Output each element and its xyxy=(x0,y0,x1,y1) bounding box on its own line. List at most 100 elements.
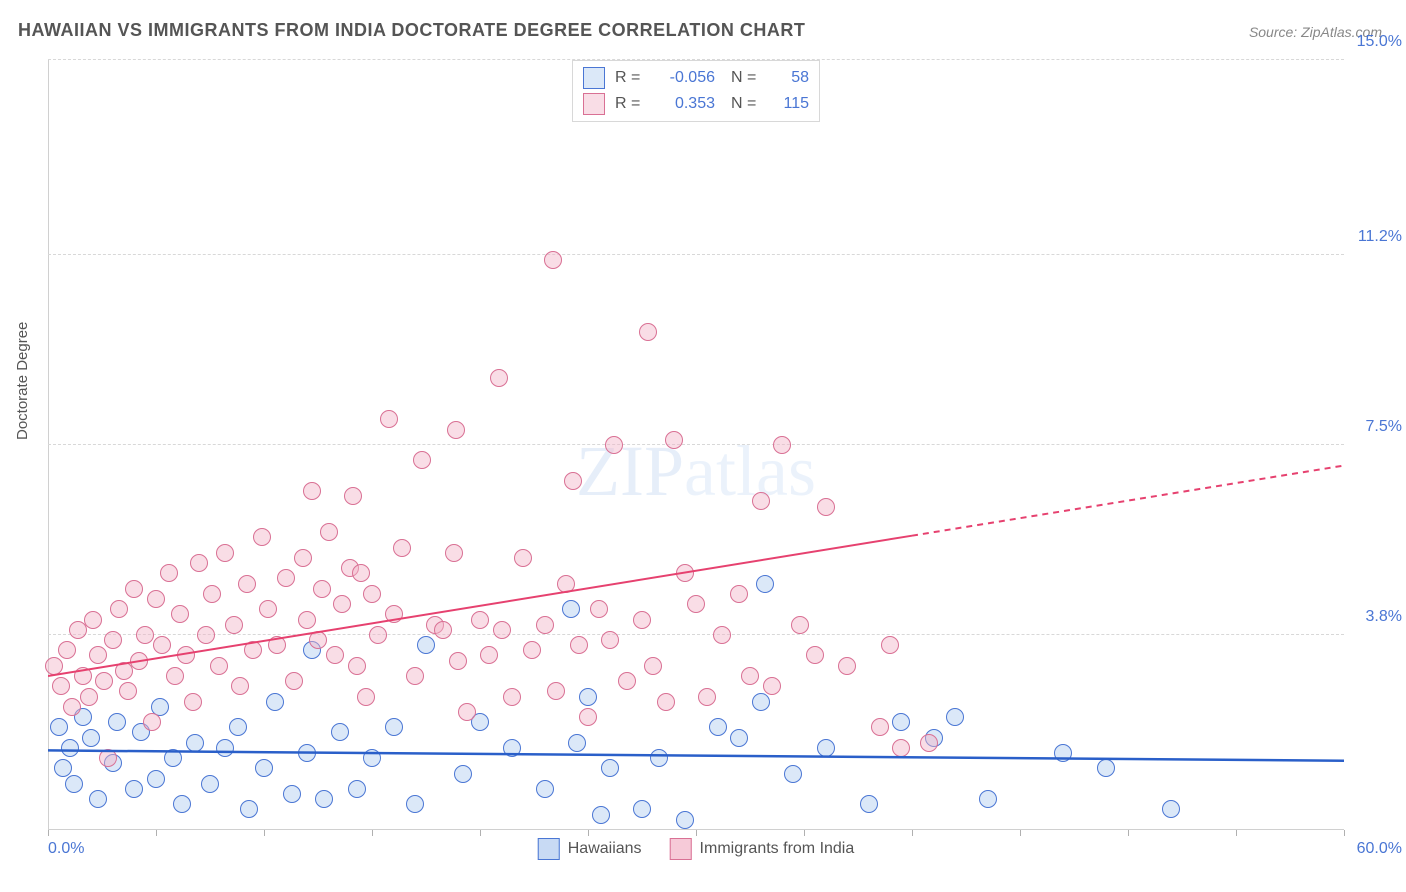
scatter-point xyxy=(216,739,234,757)
scatter-point xyxy=(277,569,295,587)
scatter-point xyxy=(601,631,619,649)
scatter-point xyxy=(298,744,316,762)
scatter-point xyxy=(579,708,597,726)
scatter-point xyxy=(592,806,610,824)
scatter-point xyxy=(331,723,349,741)
scatter-point xyxy=(406,795,424,813)
scatter-point xyxy=(650,749,668,767)
scatter-point xyxy=(393,539,411,557)
scatter-point xyxy=(536,616,554,634)
scatter-point xyxy=(320,523,338,541)
scatter-point xyxy=(125,780,143,798)
legend-r-label: R = xyxy=(615,95,643,113)
scatter-point xyxy=(773,436,791,454)
x-tick xyxy=(48,830,49,836)
x-tick xyxy=(588,830,589,836)
scatter-point xyxy=(784,765,802,783)
scatter-point xyxy=(892,713,910,731)
scatter-point xyxy=(266,693,284,711)
scatter-point xyxy=(676,811,694,829)
scatter-point xyxy=(65,775,83,793)
scatter-point xyxy=(454,765,472,783)
scatter-point xyxy=(633,611,651,629)
scatter-point xyxy=(380,410,398,428)
scatter-point xyxy=(920,734,938,752)
legend-swatch xyxy=(583,93,605,115)
scatter-point xyxy=(313,580,331,598)
chart-title: HAWAIIAN VS IMMIGRANTS FROM INDIA DOCTOR… xyxy=(18,20,805,41)
scatter-point xyxy=(871,718,889,736)
scatter-point xyxy=(283,785,301,803)
legend-n-value: 58 xyxy=(769,69,809,87)
scatter-point xyxy=(881,636,899,654)
legend-row: R =-0.056N =58 xyxy=(583,65,809,91)
scatter-point xyxy=(268,636,286,654)
scatter-point xyxy=(363,749,381,767)
scatter-point xyxy=(979,790,997,808)
scatter-point xyxy=(752,492,770,510)
x-tick xyxy=(1128,830,1129,836)
grid-line xyxy=(48,254,1344,255)
scatter-point xyxy=(50,718,68,736)
scatter-point xyxy=(605,436,623,454)
y-axis-label: Doctorate Degree xyxy=(14,322,31,440)
scatter-point xyxy=(203,585,221,603)
scatter-point xyxy=(817,498,835,516)
legend-row: R =0.353N =115 xyxy=(583,91,809,117)
scatter-point xyxy=(240,800,258,818)
legend-swatch xyxy=(583,67,605,89)
scatter-point xyxy=(449,652,467,670)
x-tick xyxy=(372,830,373,836)
scatter-point xyxy=(238,575,256,593)
series-legend: HawaiiansImmigrants from India xyxy=(538,838,855,860)
scatter-point xyxy=(1054,744,1072,762)
scatter-point xyxy=(184,693,202,711)
scatter-point xyxy=(363,585,381,603)
scatter-point xyxy=(348,780,366,798)
scatter-point xyxy=(385,605,403,623)
scatter-point xyxy=(562,600,580,618)
scatter-point xyxy=(82,729,100,747)
scatter-point xyxy=(186,734,204,752)
scatter-point xyxy=(143,713,161,731)
scatter-point xyxy=(490,369,508,387)
scatter-point xyxy=(153,636,171,654)
x-tick xyxy=(1236,830,1237,836)
scatter-point xyxy=(633,800,651,818)
scatter-point xyxy=(557,575,575,593)
scatter-point xyxy=(45,657,63,675)
scatter-point xyxy=(791,616,809,634)
scatter-point xyxy=(1162,800,1180,818)
scatter-point xyxy=(231,677,249,695)
scatter-point xyxy=(80,688,98,706)
scatter-point xyxy=(639,323,657,341)
y-axis xyxy=(48,60,49,830)
scatter-point xyxy=(547,682,565,700)
legend-swatch xyxy=(538,838,560,860)
scatter-point xyxy=(303,482,321,500)
x-origin-label: 0.0% xyxy=(48,840,84,858)
legend-r-value: -0.056 xyxy=(653,69,715,87)
scatter-point xyxy=(197,626,215,644)
scatter-point xyxy=(285,672,303,690)
scatter-point xyxy=(99,749,117,767)
x-tick xyxy=(480,830,481,836)
legend-swatch xyxy=(670,838,692,860)
scatter-point xyxy=(108,713,126,731)
scatter-point xyxy=(136,626,154,644)
scatter-point xyxy=(741,667,759,685)
legend-item: Immigrants from India xyxy=(670,838,855,860)
scatter-point xyxy=(752,693,770,711)
scatter-point xyxy=(564,472,582,490)
scatter-point xyxy=(147,590,165,608)
scatter-point xyxy=(503,688,521,706)
x-tick xyxy=(1020,830,1021,836)
scatter-point xyxy=(536,780,554,798)
scatter-point xyxy=(225,616,243,634)
scatter-point xyxy=(244,641,262,659)
scatter-point xyxy=(298,611,316,629)
y-tick-label: 15.0% xyxy=(1357,33,1402,51)
legend-label: Immigrants from India xyxy=(700,840,855,858)
scatter-point xyxy=(160,564,178,582)
scatter-point xyxy=(618,672,636,690)
